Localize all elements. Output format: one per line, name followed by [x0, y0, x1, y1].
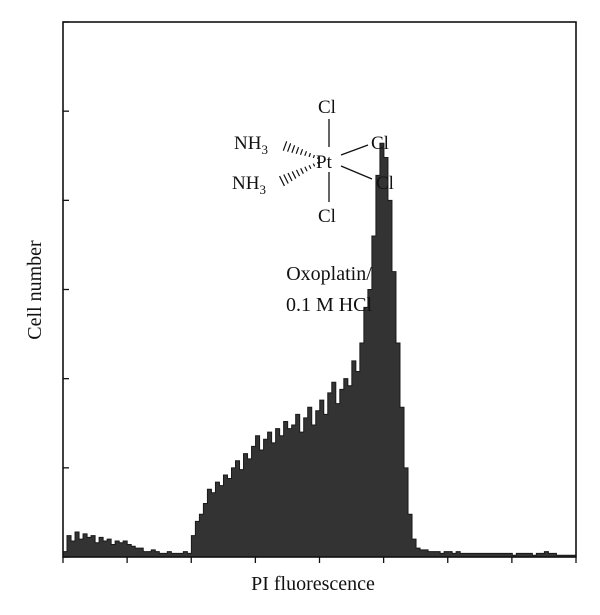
histogram-area	[62, 142, 577, 558]
hash-line	[287, 143, 292, 152]
nh-text-upper: NH	[234, 133, 262, 154]
hash-line	[317, 156, 319, 160]
y-axis-ticks	[63, 21, 69, 558]
hash-line	[312, 154, 315, 159]
nh-text-lower: NH	[232, 173, 260, 194]
atom-nh3-lower: NH3	[232, 173, 266, 197]
hash-line	[312, 163, 316, 167]
hashed-bond-lower	[279, 161, 319, 187]
bond-right-lower	[340, 165, 373, 180]
atom-cl-right-lower: Cl	[376, 173, 394, 194]
bond-right-upper	[340, 144, 369, 156]
hash-line	[295, 169, 301, 177]
hash-line	[291, 145, 296, 153]
atom-cl-bottom: Cl	[318, 206, 336, 227]
hash-line	[282, 141, 288, 151]
atom-cl-top: Cl	[318, 97, 336, 118]
subscript-upper: 3	[261, 142, 268, 157]
hash-line	[308, 152, 311, 158]
hash-line	[279, 175, 285, 187]
y-axis-label: Cell number	[24, 240, 46, 340]
hash-line	[304, 150, 308, 157]
hash-line	[317, 161, 319, 165]
hash-line	[299, 148, 304, 156]
annotation-line-2: 0.1 M HCl	[286, 294, 373, 316]
hash-line	[300, 168, 304, 174]
hash-line	[308, 164, 312, 170]
hash-line	[287, 172, 293, 182]
subscript-lower: 3	[259, 182, 266, 197]
hash-line	[283, 174, 289, 184]
hash-line	[295, 147, 300, 154]
atom-nh3-upper: NH3	[234, 133, 268, 157]
x-axis-ticks	[62, 557, 577, 563]
chemical-structure: Pt Cl Cl Cl Cl NH3 NH3	[232, 97, 394, 227]
x-axis-label: PI fluorescence	[251, 573, 375, 595]
hash-line	[291, 171, 297, 179]
hashed-bond-upper	[282, 141, 319, 160]
annotation-line-1: Oxoplatin/	[286, 263, 372, 285]
hash-line	[304, 166, 308, 172]
atom-pt: Pt	[316, 152, 333, 173]
plot-area	[62, 21, 577, 563]
atom-cl-right-upper: Cl	[371, 133, 389, 154]
